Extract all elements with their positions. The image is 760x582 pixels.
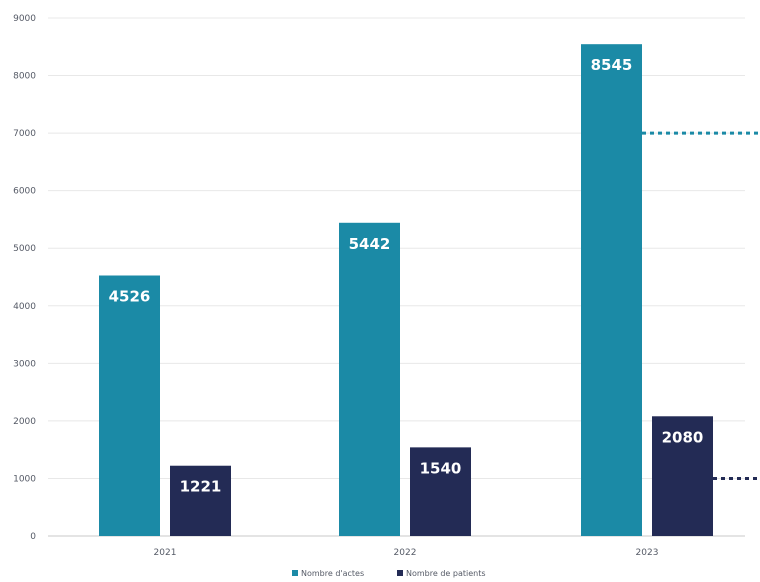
legend-swatch xyxy=(397,570,403,576)
legend-label: Nombre d'actes xyxy=(301,569,364,578)
data-label: 5442 xyxy=(349,235,391,253)
y-tick-label: 6000 xyxy=(13,187,36,197)
x-tick-label: 2022 xyxy=(394,548,417,558)
y-tick-label: 2000 xyxy=(13,417,36,427)
legend-label: Nombre de patients xyxy=(406,569,486,578)
bar xyxy=(652,416,713,536)
x-tick-label: 2021 xyxy=(154,548,177,558)
data-label: 1221 xyxy=(180,478,222,496)
y-tick-label: 1000 xyxy=(13,474,36,484)
bar xyxy=(170,465,231,536)
y-axis-ticks: 0 1000 2000 3000 4000 5000 6000 7000 8000 9000 xyxy=(13,14,36,542)
y-tick-label: 3000 xyxy=(13,359,36,369)
annotations xyxy=(642,131,760,480)
y-tick-label: 9000 xyxy=(13,14,36,24)
data-label: 8545 xyxy=(591,56,633,74)
y-tick-label: 8000 xyxy=(13,72,36,82)
data-labels: 4526 1221 5442 1540 8545 2080 xyxy=(109,56,704,496)
y-tick-label: 7000 xyxy=(13,129,36,139)
bar xyxy=(99,275,160,536)
bars xyxy=(99,44,713,537)
y-tick-label: 4000 xyxy=(13,302,36,312)
data-label: 1540 xyxy=(420,459,462,477)
y-tick-label: 5000 xyxy=(13,244,36,254)
x-tick-label: 2023 xyxy=(636,548,659,558)
category-labels: 2021 2022 2023 xyxy=(154,548,659,558)
legend-swatch xyxy=(292,570,298,576)
legend: Nombre d'actes Nombre de patients xyxy=(292,569,486,578)
bar xyxy=(339,222,400,537)
bar xyxy=(581,44,642,537)
bar xyxy=(410,447,471,536)
data-label: 4526 xyxy=(109,288,151,306)
y-tick-label: 0 xyxy=(30,532,36,542)
data-label: 2080 xyxy=(662,428,704,446)
